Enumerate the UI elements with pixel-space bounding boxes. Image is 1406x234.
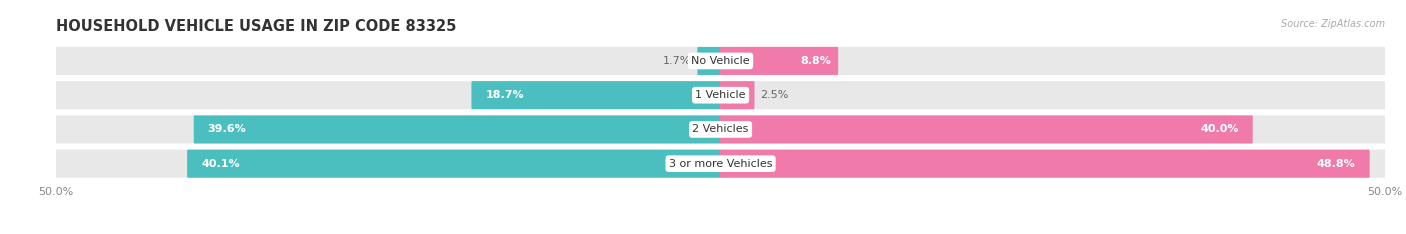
Text: 2.5%: 2.5% — [761, 90, 789, 100]
FancyBboxPatch shape — [471, 81, 721, 109]
FancyBboxPatch shape — [56, 115, 1385, 143]
Text: 1.7%: 1.7% — [664, 56, 692, 66]
FancyBboxPatch shape — [56, 150, 1385, 178]
Text: No Vehicle: No Vehicle — [692, 56, 749, 66]
FancyBboxPatch shape — [720, 81, 755, 109]
Text: 40.1%: 40.1% — [201, 159, 239, 169]
Text: Source: ZipAtlas.com: Source: ZipAtlas.com — [1281, 19, 1385, 29]
FancyBboxPatch shape — [720, 115, 1253, 143]
Text: 18.7%: 18.7% — [485, 90, 524, 100]
Text: 39.6%: 39.6% — [208, 124, 246, 135]
Text: 2 Vehicles: 2 Vehicles — [692, 124, 749, 135]
FancyBboxPatch shape — [720, 150, 1369, 178]
FancyBboxPatch shape — [56, 81, 1385, 109]
Text: 40.0%: 40.0% — [1201, 124, 1239, 135]
FancyBboxPatch shape — [720, 47, 838, 75]
FancyBboxPatch shape — [697, 47, 721, 75]
Text: 1 Vehicle: 1 Vehicle — [696, 90, 745, 100]
Text: 8.8%: 8.8% — [800, 56, 831, 66]
FancyBboxPatch shape — [194, 115, 721, 143]
Text: 48.8%: 48.8% — [1317, 159, 1355, 169]
Text: HOUSEHOLD VEHICLE USAGE IN ZIP CODE 83325: HOUSEHOLD VEHICLE USAGE IN ZIP CODE 8332… — [56, 19, 457, 34]
FancyBboxPatch shape — [187, 150, 721, 178]
FancyBboxPatch shape — [56, 47, 1385, 75]
Text: 3 or more Vehicles: 3 or more Vehicles — [669, 159, 772, 169]
